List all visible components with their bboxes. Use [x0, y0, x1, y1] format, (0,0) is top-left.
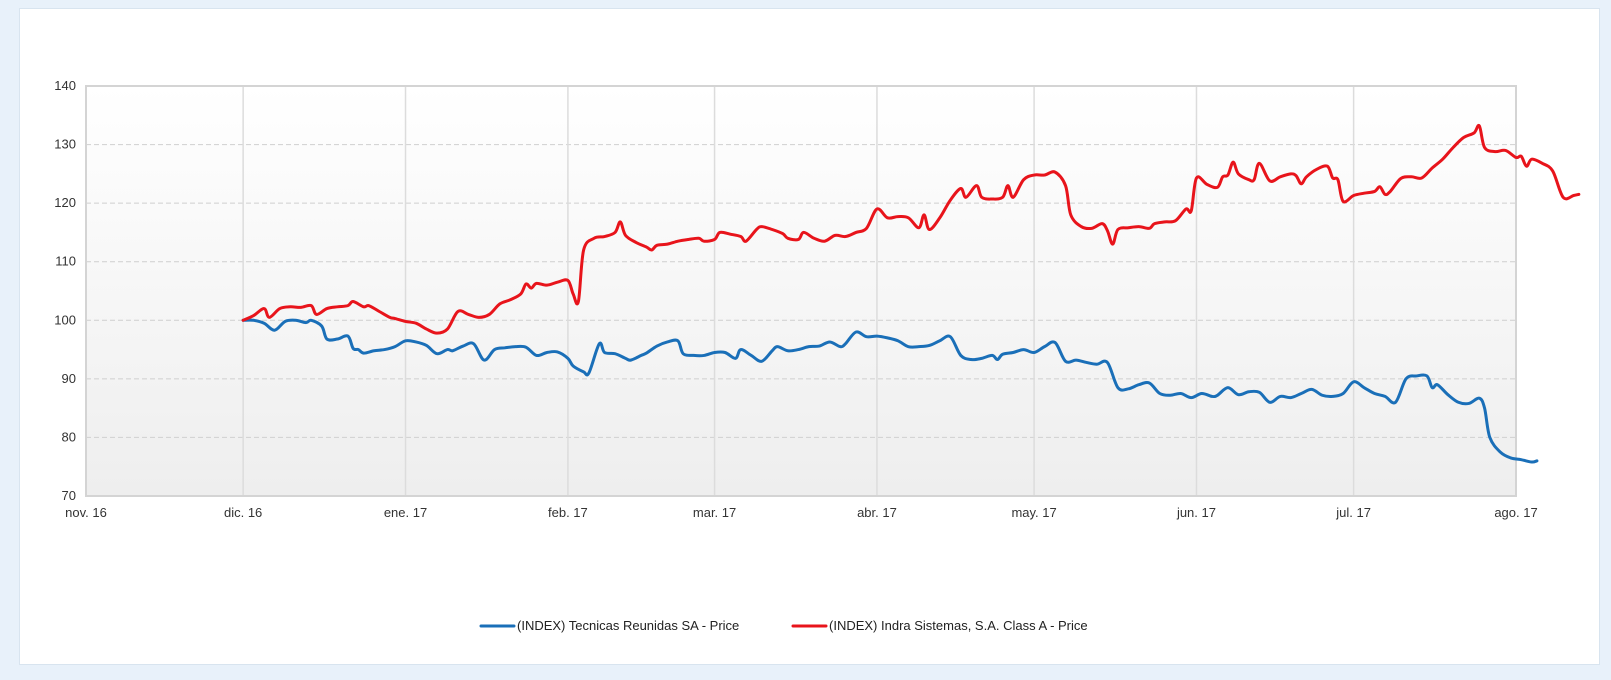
x-tick-label: mar. 17: [693, 505, 736, 520]
series-line-0: [241, 318, 1539, 464]
y-tick-label: 140: [54, 78, 76, 93]
series-lines: [241, 123, 1581, 464]
line-chart: 70 80 90 100 110 120 130 140 nov. 16 dic. 16 ene.…: [54, 78, 1581, 633]
legend: (INDEX) Tecnicas Reunidas SA - Price (IND…: [479, 618, 1088, 633]
x-tick-label: abr. 17: [857, 505, 897, 520]
y-tick-label: 90: [62, 371, 76, 386]
y-tick-label: 100: [54, 312, 76, 327]
x-tick-label: jul. 17: [1335, 505, 1371, 520]
plot-border: [85, 85, 1517, 497]
y-tick-label: 70: [62, 488, 76, 503]
plot-area: [86, 86, 1516, 496]
vertical-gridlines: [242, 86, 1355, 496]
x-tick-label: ene. 17: [384, 505, 427, 520]
x-tick-label: jun. 17: [1176, 505, 1216, 520]
x-tick-label: feb. 17: [548, 505, 588, 520]
y-tick-label: 120: [54, 195, 76, 210]
y-tick-label: 110: [55, 254, 76, 269]
legend-label-1: (INDEX) Indra Sistemas, S.A. Class A - P…: [829, 618, 1088, 633]
y-axis: 70 80 90 100 110 120 130 140: [54, 78, 76, 503]
x-tick-label: dic. 16: [224, 505, 262, 520]
series-line-1: [241, 123, 1581, 335]
x-tick-label: ago. 17: [1494, 505, 1537, 520]
x-tick-label: may. 17: [1011, 505, 1056, 520]
chart-card: 70 80 90 100 110 120 130 140 nov. 16 dic. 16 ene.…: [19, 8, 1600, 665]
y-tick-label: 80: [62, 429, 76, 444]
horizontal-gridlines: [86, 144, 1516, 438]
x-tick-label: nov. 16: [65, 505, 107, 520]
x-axis: nov. 16 dic. 16 ene. 17 feb. 17 mar. 17 abr. …: [65, 505, 1538, 520]
y-tick-label: 130: [54, 137, 76, 152]
legend-label-0: (INDEX) Tecnicas Reunidas SA - Price: [517, 618, 739, 633]
